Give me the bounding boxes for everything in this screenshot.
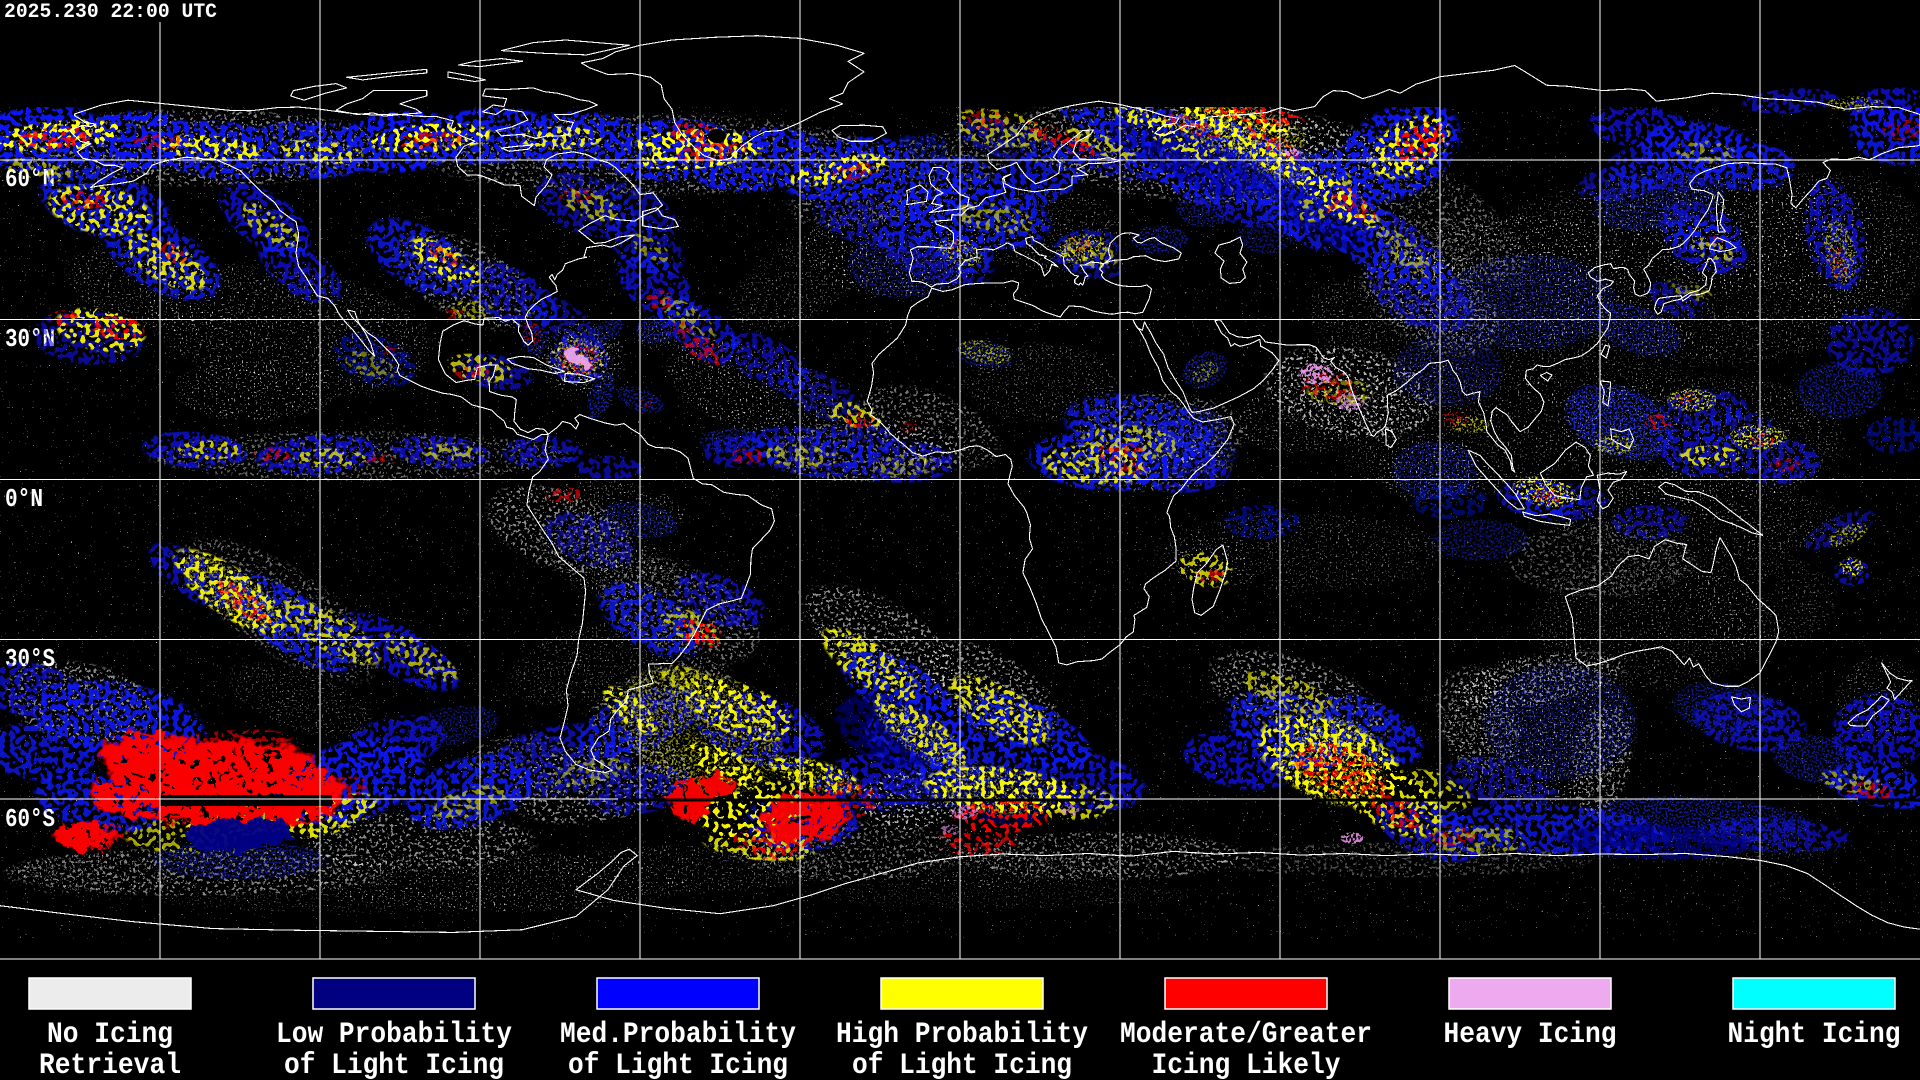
svg-text:Heavy Icing: Heavy Icing: [1444, 1018, 1617, 1052]
svg-text:High Probability: High Probability: [836, 1018, 1088, 1052]
svg-text:Med.Probability: Med.Probability: [560, 1018, 796, 1052]
svg-text:No Icing: No Icing: [47, 1018, 173, 1052]
svg-text:Moderate/Greater: Moderate/Greater: [1120, 1018, 1372, 1052]
svg-text:Retrieval: Retrieval: [39, 1049, 181, 1080]
svg-text:2025.230 22:00 UTC: 2025.230 22:00 UTC: [4, 1, 217, 24]
svg-text:of Light Icing: of Light Icing: [284, 1049, 504, 1080]
svg-text:Night Icing: Night Icing: [1728, 1018, 1901, 1052]
svg-text:Low Probability: Low Probability: [276, 1018, 512, 1052]
svg-text:of Light Icing: of Light Icing: [852, 1049, 1072, 1080]
svg-text:of Light Icing: of Light Icing: [568, 1049, 788, 1080]
svg-text:Icing Likely: Icing Likely: [1152, 1049, 1341, 1080]
